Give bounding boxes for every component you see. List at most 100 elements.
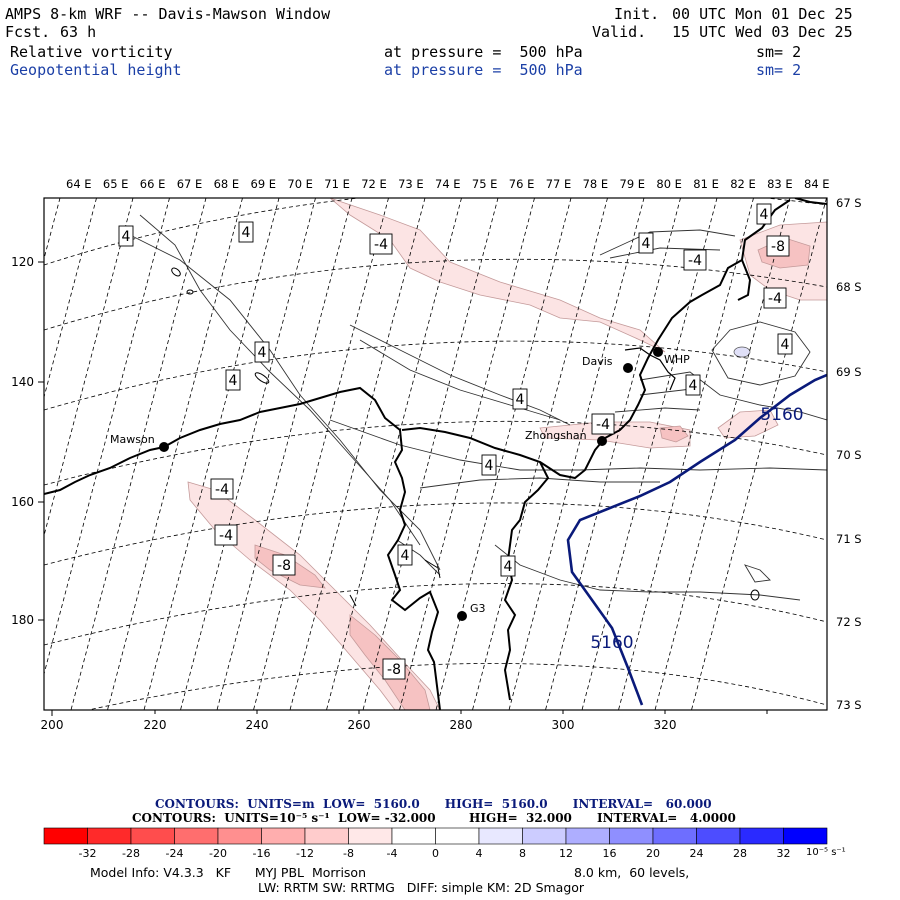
vort-label: 4	[504, 559, 513, 575]
colorbar-labels: -32 -28 -24 -20 -16 -12 -8 -4 0 4 8 12 16 20 24 28 32	[79, 847, 791, 860]
vort-label: 4	[781, 337, 790, 353]
colorbar-swatch	[435, 827, 480, 845]
y-tick-label: 120	[11, 255, 34, 269]
colorbar-swatch	[174, 827, 219, 845]
station-label-g3: G3	[470, 602, 486, 615]
colorbar-label: 24	[690, 847, 704, 860]
x-tick-label: 320	[654, 718, 677, 732]
meridian-line	[654, 198, 791, 710]
colorbar-swatch	[478, 827, 523, 845]
lon-label: 74 E	[435, 177, 461, 191]
colorbar-label: -20	[209, 847, 227, 860]
vort-label: 4	[760, 207, 769, 223]
height-contour-labels: 5160 5160	[590, 405, 803, 653]
colorbar-swatch	[87, 827, 132, 845]
colorbar-swatch	[217, 827, 262, 845]
antarctic-coastline	[44, 386, 441, 710]
model-info: Model Info: V4.3.3 KF MYJ PBL Morrison	[90, 865, 367, 880]
colorbar-label: -28	[122, 847, 140, 860]
lat-label: 70 S	[836, 448, 862, 462]
forecast-label: Fcst.	[5, 23, 51, 41]
colorbar-label: 28	[733, 847, 747, 860]
init-label: Init.	[614, 5, 660, 23]
vort-label-box	[591, 413, 615, 435]
colorbar-label: 4	[476, 847, 483, 860]
station-label-davis: Davis	[582, 355, 613, 368]
lon-label: 65 E	[103, 177, 129, 191]
vort-label: 4	[485, 458, 494, 474]
meridian-line	[326, 198, 462, 710]
vort-label-box	[272, 554, 296, 576]
vort-label: 4	[242, 225, 251, 241]
vort-label: -4	[688, 253, 702, 269]
vort-label: -8	[387, 662, 401, 678]
x-tick-label: 280	[450, 718, 473, 732]
meridian-line	[691, 198, 827, 710]
lon-label: 81 E	[693, 177, 719, 191]
lat-label: 72 S	[836, 615, 862, 629]
lon-label: 70 E	[287, 177, 313, 191]
davis-islands	[624, 347, 676, 391]
colorbar-swatch	[609, 827, 654, 845]
vort-label-box	[369, 233, 393, 255]
valid-time: 15 UTC Wed 03 Dec 25	[672, 23, 853, 41]
lon-label: 67 E	[177, 177, 203, 191]
vort-label: 4	[516, 392, 525, 408]
x-tick-label: 260	[348, 718, 371, 732]
amery-coast	[401, 426, 550, 701]
longitude-labels: 64 E 65 E 66 E 67 E 68 E 69 E 70 E 71 E 72 E 73 E…	[66, 177, 830, 191]
x-tick-label: 300	[552, 718, 575, 732]
vort-label: -8	[277, 558, 291, 574]
meridian-line	[289, 198, 426, 710]
colorbar-label: 8	[519, 847, 526, 860]
vort-label-box	[756, 203, 772, 225]
meridian-line	[545, 198, 681, 710]
vort-label-box	[777, 333, 793, 355]
coastlines	[44, 198, 827, 710]
colorbar-swatch	[130, 827, 175, 845]
lon-label: 77 E	[546, 177, 572, 191]
station-label-whp: WHP	[664, 353, 690, 366]
map-title: AMPS 8-km WRF -- Davis-Mawson Window	[5, 5, 331, 23]
colorbar-swatch	[304, 827, 349, 845]
station-label-zhongshan: Zhongshan	[525, 429, 587, 442]
meridian-line	[44, 198, 61, 261]
colorbar: -32 -28 -24 -20 -16 -12 -8 -4 0 4 8 12 16 20 24 28 32 10…	[43, 827, 846, 860]
field2-name: Geopotential height	[10, 61, 182, 79]
northeast-coast	[794, 198, 827, 205]
lon-label: 83 E	[767, 177, 793, 191]
latitude-labels: 67 S 68 S 69 S 70 S 71 S 72 S 73 S	[836, 196, 862, 712]
vort-label-box	[238, 221, 254, 243]
vort-label-box	[118, 225, 134, 247]
meridian-line	[216, 198, 353, 710]
meridian-line	[581, 198, 718, 710]
vort-region-east-core	[659, 425, 689, 443]
vort-label: -4	[374, 237, 388, 253]
lon-label: 82 E	[730, 177, 756, 191]
lat-label: 71 S	[836, 532, 862, 546]
colorbar-unit: 10⁻⁵ s⁻¹	[806, 847, 846, 858]
colorbar-swatch	[652, 827, 697, 845]
colorbar-label: 12	[559, 847, 573, 860]
vort-label-box	[225, 369, 241, 391]
station-marker-mawson	[159, 442, 169, 452]
meridian-line	[508, 198, 645, 710]
field2-smoothing: sm= 2	[756, 61, 802, 79]
height-contour-5160	[566, 373, 827, 706]
lon-label: 80 E	[656, 177, 682, 191]
vort-label: -4	[215, 482, 229, 498]
station-marker-davis	[623, 363, 633, 373]
vort-label: -4	[596, 417, 610, 433]
field1-smoothing: sm= 2	[756, 43, 802, 61]
meridian-line	[618, 198, 754, 710]
axis-ticks	[38, 261, 768, 716]
station-marker-zhongshan	[597, 436, 607, 446]
colorbar-swatch	[43, 827, 88, 845]
lon-label: 69 E	[251, 177, 277, 191]
meridian-line	[180, 198, 316, 710]
lon-label: 66 E	[140, 177, 166, 191]
east-coast	[737, 259, 752, 301]
meridian-line	[44, 198, 134, 538]
y-tick-label: 140	[11, 375, 34, 389]
colorbar-swatch	[348, 827, 393, 845]
